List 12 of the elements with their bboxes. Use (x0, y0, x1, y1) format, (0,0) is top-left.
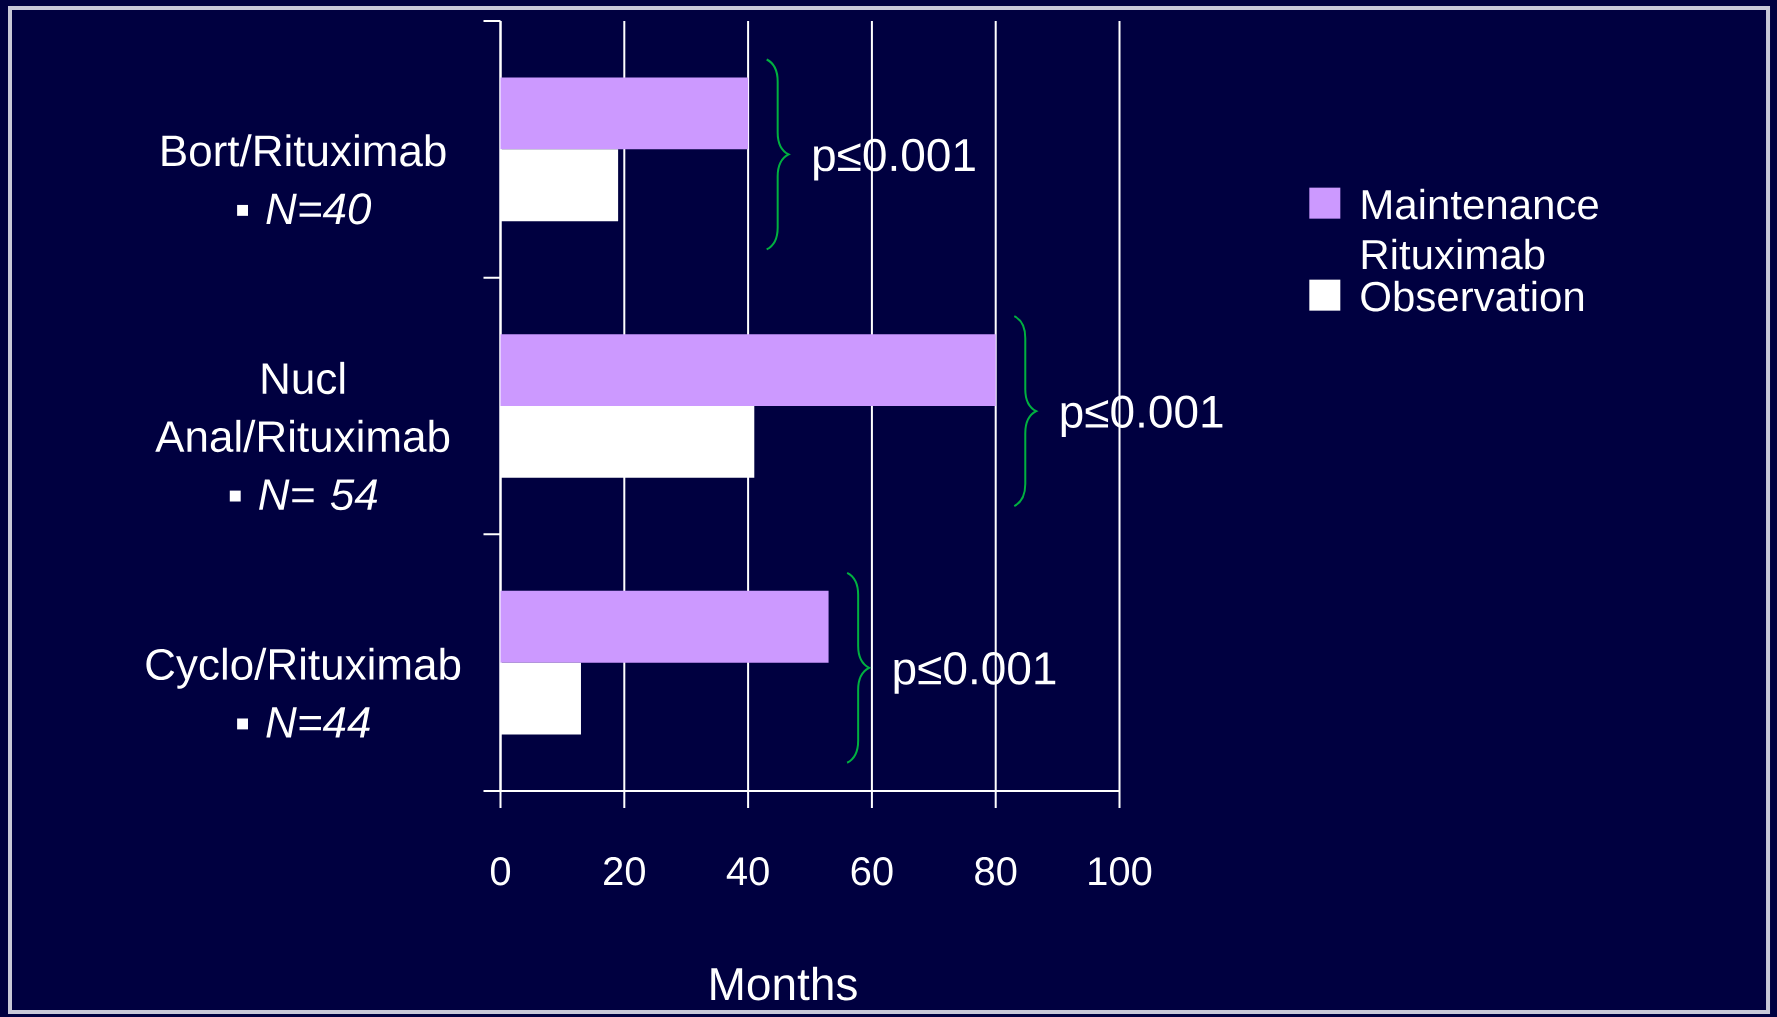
x-tick-label: 20 (604, 857, 645, 886)
x-tick-label: 40 (726, 857, 769, 886)
y-tick-label: Cyclo/Rituximab ▪ N=44 (146, 647, 461, 738)
legend-label: Observation (1361, 280, 1584, 312)
x-axis-title: Months (711, 966, 857, 1001)
y-tick-label: Bort/Rituximab ▪ N=40 (162, 134, 446, 225)
y-tick-label: Nucl Anal/Rituximab ▪ N= 54 (155, 361, 450, 511)
legend-label: Maintenance Rituximab (1362, 188, 1598, 270)
x-tick-label: 80 (975, 857, 1017, 886)
x-tick-label: 60 (851, 857, 893, 886)
x-tick-label: 0 (490, 857, 511, 886)
x-tick-label: 100 (1089, 857, 1152, 886)
